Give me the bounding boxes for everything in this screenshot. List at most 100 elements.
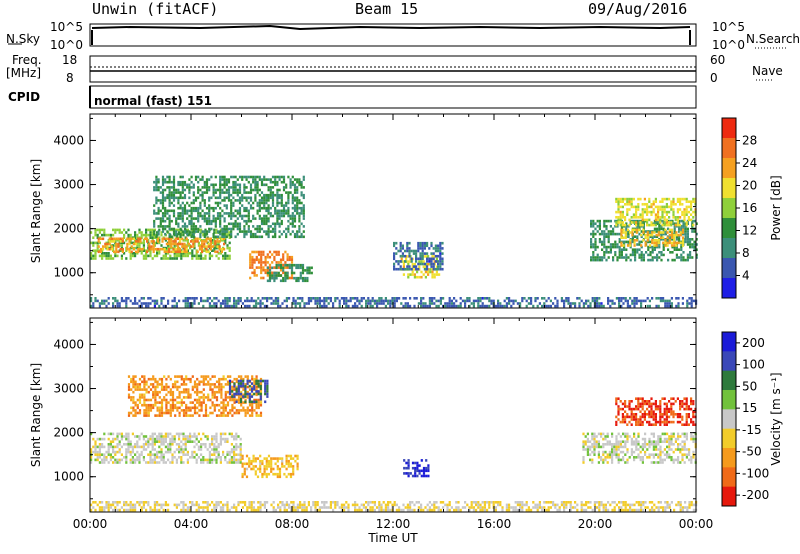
heatmap-cell (153, 440, 156, 443)
heatmap-cell (165, 237, 168, 241)
heatmap-cell (291, 196, 294, 200)
heatmap-cell (271, 193, 275, 197)
heatmap-cell (180, 231, 183, 234)
heatmap-cell (190, 225, 193, 228)
heatmap-cell (594, 248, 597, 251)
heatmap-cell (186, 212, 189, 215)
heatmap-cell (673, 258, 676, 262)
heatmap-cell (408, 241, 411, 245)
heatmap-cell (640, 253, 643, 257)
heatmap-cell (670, 228, 674, 232)
heatmap-cell (273, 266, 276, 269)
heatmap-cell (207, 380, 210, 384)
heatmap-cell (678, 235, 681, 238)
heatmap-cell (298, 201, 301, 205)
heatmap-cell (621, 216, 624, 219)
heatmap-cell (453, 297, 456, 300)
heatmap-cell (141, 393, 144, 397)
heatmap-cell (149, 456, 152, 459)
heatmap-cell (98, 302, 101, 305)
heatmap-cell (245, 199, 248, 202)
heatmap-cell (395, 299, 398, 303)
heatmap-cell (213, 448, 216, 451)
heatmap-cell (160, 257, 163, 260)
heatmap-cell (281, 465, 284, 468)
heatmap-cell (130, 245, 133, 248)
heatmap-cell (239, 382, 243, 385)
heatmap-cell (181, 237, 184, 241)
heatmap-cell (173, 450, 176, 454)
heatmap-cell (536, 297, 539, 300)
heatmap-cell (633, 299, 636, 303)
heatmap-cell (247, 227, 250, 231)
heatmap-cell (646, 233, 649, 237)
heatmap-cell (298, 219, 301, 223)
heatmap-cell (634, 230, 637, 233)
heatmap-cell (401, 247, 404, 250)
heatmap-cell (248, 304, 251, 308)
heatmap-cell (255, 299, 258, 303)
heatmap-cell (190, 201, 193, 205)
heatmap-cell (668, 233, 671, 237)
heatmap-cell (173, 252, 176, 255)
heatmap-cell (301, 271, 305, 275)
heatmap-cell (685, 208, 688, 211)
heatmap-cell (216, 230, 220, 233)
heatmap-cell (667, 219, 670, 223)
heatmap-cell (130, 377, 133, 381)
heatmap-cell (278, 178, 281, 181)
heatmap-cell (167, 244, 170, 247)
heatmap-cell (105, 257, 108, 260)
heatmap-cell (138, 231, 141, 234)
heatmap-cell (208, 188, 211, 192)
heatmap-cell (664, 232, 667, 236)
heatmap-cell (323, 297, 326, 300)
heatmap-cell (200, 228, 203, 232)
heatmap-cell (128, 240, 131, 243)
heatmap-cell (202, 461, 205, 464)
heatmap-cell (138, 398, 142, 402)
heatmap-cell (653, 244, 656, 247)
heatmap-cell (302, 214, 305, 218)
heatmap-cell (219, 443, 222, 446)
heatmap-cell (152, 385, 155, 389)
heatmap-cell (635, 456, 638, 459)
heatmap-cell (205, 180, 209, 184)
heatmap-cell (125, 249, 128, 252)
heatmap-cell (271, 214, 275, 218)
heatmap-cell (223, 212, 226, 215)
heatmap-cell (437, 304, 440, 308)
heatmap-cell (123, 233, 126, 237)
heatmap-cell (136, 458, 139, 462)
heatmap-cell (158, 252, 161, 255)
heatmap-cell (161, 225, 165, 228)
heatmap-cell (481, 302, 484, 305)
heatmap-cell (265, 459, 268, 463)
heatmap-cell (190, 186, 193, 189)
heatmap-cell (207, 375, 210, 378)
heatmap-cell (125, 456, 128, 459)
heatmap-cell (143, 237, 146, 241)
heatmap-cell (230, 193, 233, 197)
heatmap-cell (290, 258, 294, 262)
heatmap-cell (169, 443, 172, 446)
heatmap-cell (268, 279, 272, 283)
heatmap-cell (419, 257, 422, 261)
heatmap-cell (289, 183, 292, 187)
heatmap-cell (681, 213, 684, 216)
heatmap-cell (224, 440, 227, 443)
heatmap-cell (608, 456, 611, 459)
heatmap-cell (654, 200, 657, 203)
heatmap-cell (655, 443, 658, 446)
heatmap-cell (519, 302, 522, 305)
heatmap-cell (302, 209, 305, 213)
heatmap-cell (508, 299, 511, 303)
heatmap-cell (241, 204, 244, 207)
heatmap-cell (152, 242, 155, 246)
heatmap-cell (219, 186, 222, 189)
heatmap-cell (619, 205, 622, 209)
heatmap-cell (277, 266, 280, 269)
heatmap-cell (267, 193, 270, 197)
heatmap-cell (663, 223, 666, 227)
heatmap-cell (187, 406, 190, 410)
